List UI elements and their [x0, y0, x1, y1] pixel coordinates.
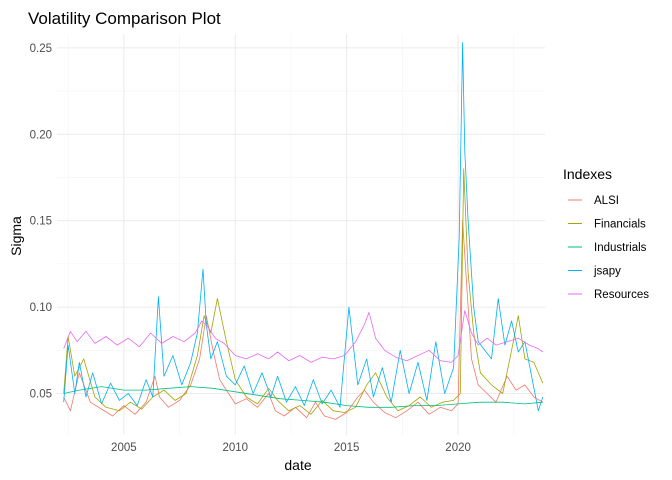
- x-tick-label: 2005: [111, 442, 137, 454]
- series-line-resources: [63, 310, 544, 363]
- grid-lines: [57, 34, 545, 435]
- y-axis-ticks: 0.05 0.10 0.15 0.20 0.25: [30, 43, 52, 401]
- y-tick-label: 0.10: [30, 302, 52, 314]
- y-tick-label: 0.20: [30, 129, 52, 141]
- series-line-alsi: [63, 220, 544, 420]
- legend-label-financials: Financials: [594, 219, 646, 231]
- y-axis-title: Sigma: [8, 216, 24, 256]
- x-tick-label: 2020: [445, 442, 471, 454]
- legend-label-jsapy: jsapy: [593, 266, 621, 278]
- series-line-financials: [63, 168, 544, 415]
- series-line-jsapy: [63, 42, 544, 412]
- chart-title: Volatility Comparison Plot: [28, 9, 221, 28]
- x-axis-ticks: 2005 2010 2015 2020: [111, 442, 471, 454]
- y-tick-label: 0.15: [30, 216, 52, 228]
- legend-label-resources: Resources: [594, 289, 649, 301]
- legend-label-alsi: ALSI: [594, 195, 619, 207]
- x-axis-title: date: [284, 457, 311, 473]
- series-lines: [63, 42, 544, 420]
- y-tick-label: 0.25: [30, 43, 52, 55]
- x-tick-label: 2010: [222, 442, 248, 454]
- legend: ALSI Financials Industrials jsapy Resources: [568, 195, 649, 301]
- legend-label-industrials: Industrials: [594, 242, 647, 254]
- x-tick-label: 2015: [334, 442, 360, 454]
- y-tick-label: 0.05: [30, 389, 52, 401]
- legend-title: Indexes: [563, 166, 612, 182]
